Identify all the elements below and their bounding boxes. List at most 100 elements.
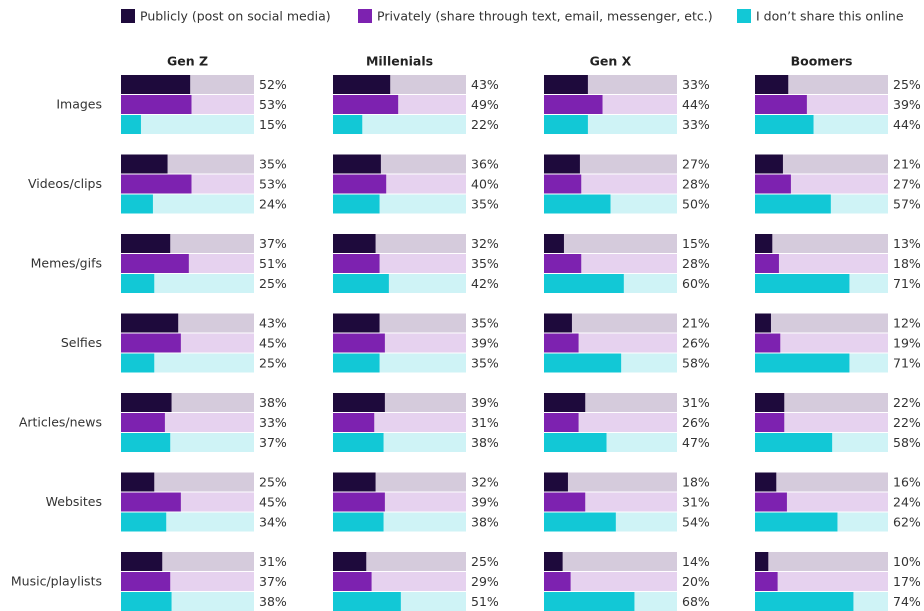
bar [333,115,363,134]
value-label: 22% [471,117,499,132]
value-label: 74% [893,594,921,609]
bar [333,552,367,571]
legend-swatch [121,9,135,23]
value-label: 36% [471,157,499,172]
category-label: Articles/news [19,415,102,430]
bar [121,75,191,94]
value-label: 32% [471,475,499,490]
value-label: 17% [893,574,921,589]
bar [121,592,172,611]
value-label: 50% [682,197,710,212]
bar-track [755,413,888,432]
value-label: 25% [259,356,287,371]
bar [121,313,179,333]
bar [333,75,391,94]
value-label: 60% [682,276,710,291]
value-label: 33% [682,77,710,92]
value-label: 54% [682,515,710,530]
value-label: 40% [471,177,499,192]
bar [333,472,376,492]
bar-track [544,572,677,591]
category-label: Memes/gifs [31,256,102,271]
panel-title: Boomers [791,54,853,69]
legend-label: Privately (share through text, email, me… [377,9,713,24]
value-label: 38% [471,435,499,450]
value-label: 34% [259,515,287,530]
value-label: 51% [259,256,287,271]
value-label: 53% [259,97,287,112]
bar [755,472,777,492]
bar-track [544,234,677,253]
bar [333,194,380,214]
bar [333,433,384,452]
value-label: 33% [259,415,287,430]
value-label: 43% [471,77,499,92]
bar [121,552,163,571]
bar [544,274,624,293]
legend-swatch [737,9,751,23]
value-label: 21% [682,316,710,331]
bar [121,433,171,452]
bar [121,512,167,532]
value-label: 10% [893,554,921,569]
value-label: 42% [471,276,499,291]
value-label: 31% [471,415,499,430]
value-label: 28% [682,177,710,192]
value-label: 39% [471,336,499,351]
value-label: 71% [893,276,921,291]
value-label: 26% [682,415,710,430]
bar [755,75,789,94]
bar [333,512,384,532]
value-label: 12% [893,316,921,331]
bar [755,572,778,591]
bar [121,492,181,512]
bar-track [755,154,888,174]
value-label: 28% [682,256,710,271]
value-label: 13% [893,236,921,251]
bar [121,274,155,293]
value-label: 68% [682,594,710,609]
bar [121,472,155,492]
bar [755,512,838,532]
value-label: 35% [471,316,499,331]
bar [755,115,814,134]
value-label: 37% [259,574,287,589]
value-label: 32% [471,236,499,251]
category-label: Images [56,97,102,112]
value-label: 27% [682,157,710,172]
value-label: 49% [471,97,499,112]
value-label: 53% [259,177,287,192]
value-label: 58% [682,356,710,371]
value-label: 26% [682,336,710,351]
bar [121,353,155,373]
value-label: 27% [893,177,921,192]
bar-track [544,472,677,492]
bar [755,592,854,611]
value-label: 15% [259,117,287,132]
category-label: Videos/clips [28,176,102,191]
value-label: 58% [893,435,921,450]
legend-swatch [358,9,372,23]
bar [333,592,401,611]
bar [333,313,380,333]
bar [544,254,582,273]
bar [544,413,579,432]
panel-title: Gen X [590,54,632,69]
value-label: 35% [259,157,287,172]
bar-track [333,115,466,134]
bar [121,95,192,114]
value-label: 39% [471,395,499,410]
bar-track [121,115,254,134]
value-label: 16% [893,475,921,490]
value-label: 44% [893,117,921,132]
value-label: 25% [259,475,287,490]
bar [755,234,773,253]
value-label: 20% [682,574,710,589]
value-label: 71% [893,356,921,371]
bar-track [755,313,888,333]
value-label: 14% [682,554,710,569]
bar-track [121,194,254,214]
bar [755,353,850,373]
category-label: Websites [46,494,102,509]
